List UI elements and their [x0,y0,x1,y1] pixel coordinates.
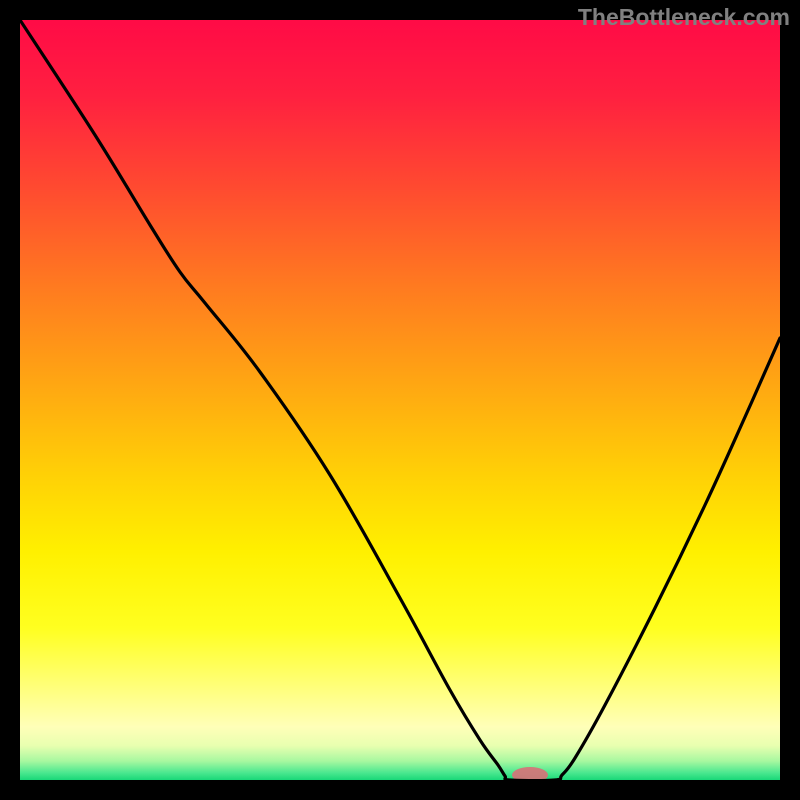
bottleneck-chart: TheBottleneck.com [0,0,800,800]
watermark-text: TheBottleneck.com [578,4,790,31]
chart-background [20,20,780,780]
chart-svg [0,0,800,800]
